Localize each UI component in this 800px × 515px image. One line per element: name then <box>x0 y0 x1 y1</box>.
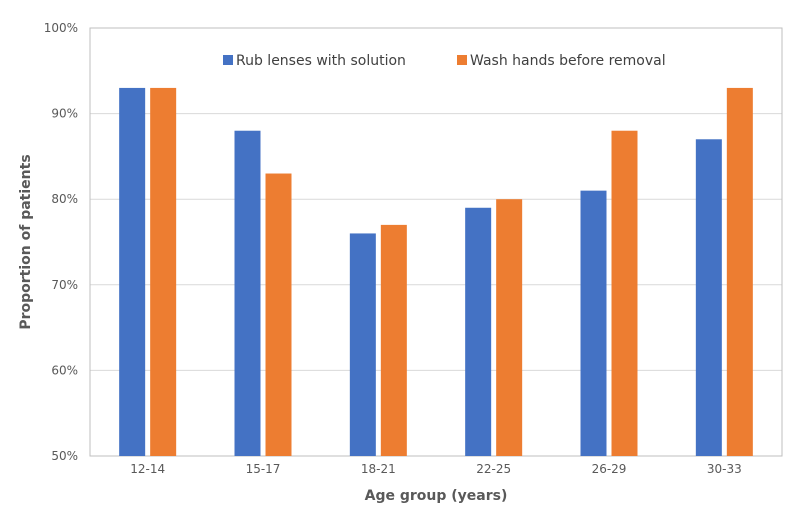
bar-wash-hands-12-14 <box>150 87 177 457</box>
x-tick-label: 26-29 <box>592 462 627 476</box>
y-axis-title: Proportion of patients <box>18 154 34 329</box>
x-tick-label: 15-17 <box>246 462 281 476</box>
bar-rub-lenses-30-33 <box>695 139 722 456</box>
bar-wash-hands-22-25 <box>496 199 523 456</box>
y-tick-label: 100% <box>44 21 78 35</box>
x-tick-label: 12-14 <box>130 462 165 476</box>
bar-rub-lenses-12-14 <box>119 87 146 457</box>
plot-area <box>89 27 783 457</box>
legend: Rub lenses with solution Wash hands befor… <box>223 53 666 69</box>
gridlines <box>90 27 782 457</box>
x-axis-ticks: 12-14 15-17 18-21 22-25 26-29 30-33 <box>130 462 742 476</box>
legend-swatch <box>457 55 467 65</box>
x-axis-title: Age group (years) <box>365 488 508 504</box>
bar-rub-lenses-26-29 <box>580 190 607 456</box>
bar-wash-hands-15-17 <box>265 173 292 456</box>
bar-wash-hands-26-29 <box>611 130 638 456</box>
y-tick-label: 70% <box>51 278 78 292</box>
x-tick-label: 22-25 <box>476 462 511 476</box>
y-tick-label: 90% <box>51 107 78 121</box>
legend-label: Wash hands before removal <box>470 53 666 69</box>
bar-wash-hands-18-21 <box>380 224 407 456</box>
y-tick-label: 50% <box>51 449 78 463</box>
y-axis-ticks: 50% 60% 70% 80% 90% 100% <box>44 21 78 463</box>
legend-swatch <box>223 55 233 65</box>
y-tick-label: 60% <box>51 363 78 377</box>
bar-wash-hands-30-33 <box>726 87 753 457</box>
bar-rub-lenses-22-25 <box>465 207 492 456</box>
bar-rub-lenses-15-17 <box>234 130 261 456</box>
bars <box>119 87 753 457</box>
legend-label: Rub lenses with solution <box>236 53 406 69</box>
x-tick-label: 30-33 <box>707 462 742 476</box>
y-tick-label: 80% <box>51 192 78 206</box>
bar-rub-lenses-18-21 <box>349 233 376 456</box>
x-tick-label: 18-21 <box>361 462 396 476</box>
